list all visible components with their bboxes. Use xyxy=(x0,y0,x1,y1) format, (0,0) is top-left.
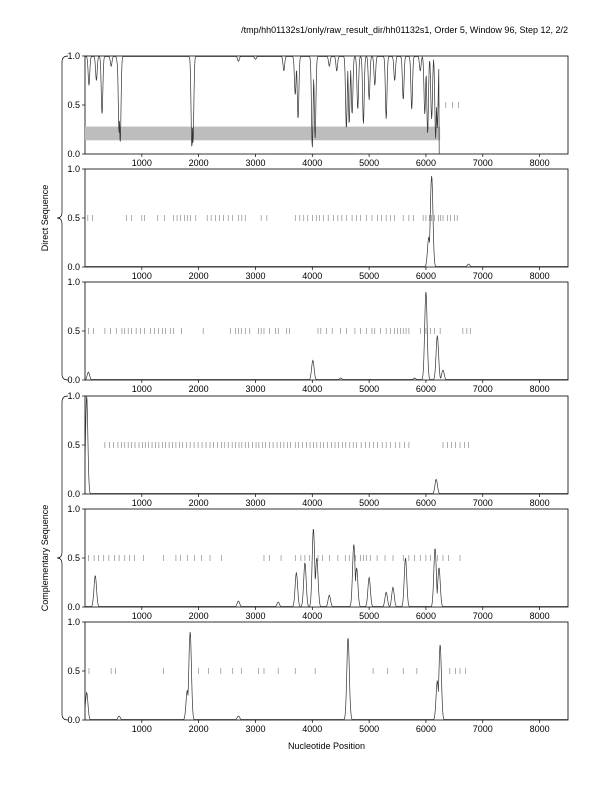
y-tick-label: 1.0 xyxy=(67,164,80,174)
x-tick-label: 1000 xyxy=(132,498,152,508)
y-tick-label: 0.5 xyxy=(67,440,80,450)
x-tick-label: 2000 xyxy=(189,724,209,734)
x-tick-label: 2000 xyxy=(189,611,209,621)
y-tick-label: 0.5 xyxy=(67,326,80,336)
y-tick-label: 0.0 xyxy=(67,375,80,385)
series-line xyxy=(85,55,568,155)
x-tick-label: 5000 xyxy=(359,724,379,734)
group-bracket xyxy=(56,395,69,721)
y-tick-label: 0.5 xyxy=(67,213,80,223)
y-tick-label: 1.0 xyxy=(67,391,80,401)
x-tick-label: 1000 xyxy=(132,271,152,281)
x-tick-label: 3000 xyxy=(245,724,265,734)
x-tick-label: 2000 xyxy=(189,384,209,394)
x-tick-label: 6000 xyxy=(416,498,436,508)
x-tick-label: 1000 xyxy=(132,724,152,734)
x-tick-label: 8000 xyxy=(530,611,550,621)
x-tick-label: 7000 xyxy=(473,724,493,734)
x-tick-label: 7000 xyxy=(473,498,493,508)
x-tick-label: 8000 xyxy=(530,384,550,394)
x-tick-label: 6000 xyxy=(416,158,436,168)
x-tick-label: 8000 xyxy=(530,271,550,281)
group-label: Complementary Sequence xyxy=(40,505,50,612)
x-tick-label: 5000 xyxy=(359,158,379,168)
x-tick-label: 7000 xyxy=(473,611,493,621)
y-tick-label: 0.5 xyxy=(67,553,80,563)
y-tick-label: 0.5 xyxy=(67,100,80,110)
y-tick-label: 0.0 xyxy=(67,489,80,499)
x-tick-label: 1000 xyxy=(132,611,152,621)
y-tick-label: 0.0 xyxy=(67,715,80,725)
x-tick-label: 6000 xyxy=(416,724,436,734)
panel-frame xyxy=(84,395,569,495)
x-tick-label: 3000 xyxy=(245,611,265,621)
x-tick-label: 3000 xyxy=(245,271,265,281)
x-tick-label: 4000 xyxy=(302,724,322,734)
series-line xyxy=(85,291,568,380)
y-tick-label: 1.0 xyxy=(67,504,80,514)
series-line xyxy=(84,631,568,720)
y-tick-label: 1.0 xyxy=(67,51,80,61)
y-tick-label: 0.0 xyxy=(67,262,80,272)
x-tick-label: 7000 xyxy=(473,271,493,281)
x-tick-label: 2000 xyxy=(189,158,209,168)
panel-frame xyxy=(84,621,569,721)
x-tick-label: 8000 xyxy=(530,498,550,508)
x-tick-label: 4000 xyxy=(302,158,322,168)
x-tick-label: 7000 xyxy=(473,384,493,394)
y-tick-label: 1.0 xyxy=(67,617,80,627)
group-bracket xyxy=(56,55,69,381)
x-tick-label: 3000 xyxy=(245,384,265,394)
series-line xyxy=(84,396,568,494)
x-tick-label: 4000 xyxy=(302,611,322,621)
x-tick-label: 2000 xyxy=(189,271,209,281)
x-tick-label: 1000 xyxy=(132,158,152,168)
x-tick-label: 3000 xyxy=(245,158,265,168)
x-tick-label: 6000 xyxy=(416,384,436,394)
x-tick-label: 8000 xyxy=(530,158,550,168)
x-tick-label: 3000 xyxy=(245,498,265,508)
x-axis-label: Nucleotide Position xyxy=(288,741,365,751)
highlight-band xyxy=(85,126,441,141)
x-tick-label: 5000 xyxy=(359,384,379,394)
x-tick-label: 1000 xyxy=(132,384,152,394)
panel-frame xyxy=(84,508,569,608)
x-tick-label: 4000 xyxy=(302,384,322,394)
series-line xyxy=(85,528,568,607)
x-tick-label: 6000 xyxy=(416,611,436,621)
x-tick-label: 5000 xyxy=(359,271,379,281)
chart-header: /tmp/hh01132s1/only/raw_result_dir/hh011… xyxy=(241,25,568,35)
x-tick-label: 4000 xyxy=(302,271,322,281)
x-tick-label: 7000 xyxy=(473,158,493,168)
series-line xyxy=(85,175,568,267)
y-tick-label: 0.0 xyxy=(67,149,80,159)
x-tick-label: 5000 xyxy=(359,611,379,621)
y-tick-label: 1.0 xyxy=(67,277,80,287)
x-tick-label: 8000 xyxy=(530,724,550,734)
x-tick-label: 4000 xyxy=(302,498,322,508)
group-label: Direct Sequence xyxy=(40,185,50,252)
y-tick-label: 0.5 xyxy=(67,666,80,676)
x-tick-label: 2000 xyxy=(189,498,209,508)
x-tick-label: 6000 xyxy=(416,271,436,281)
y-tick-label: 0.0 xyxy=(67,602,80,612)
x-tick-label: 5000 xyxy=(359,498,379,508)
